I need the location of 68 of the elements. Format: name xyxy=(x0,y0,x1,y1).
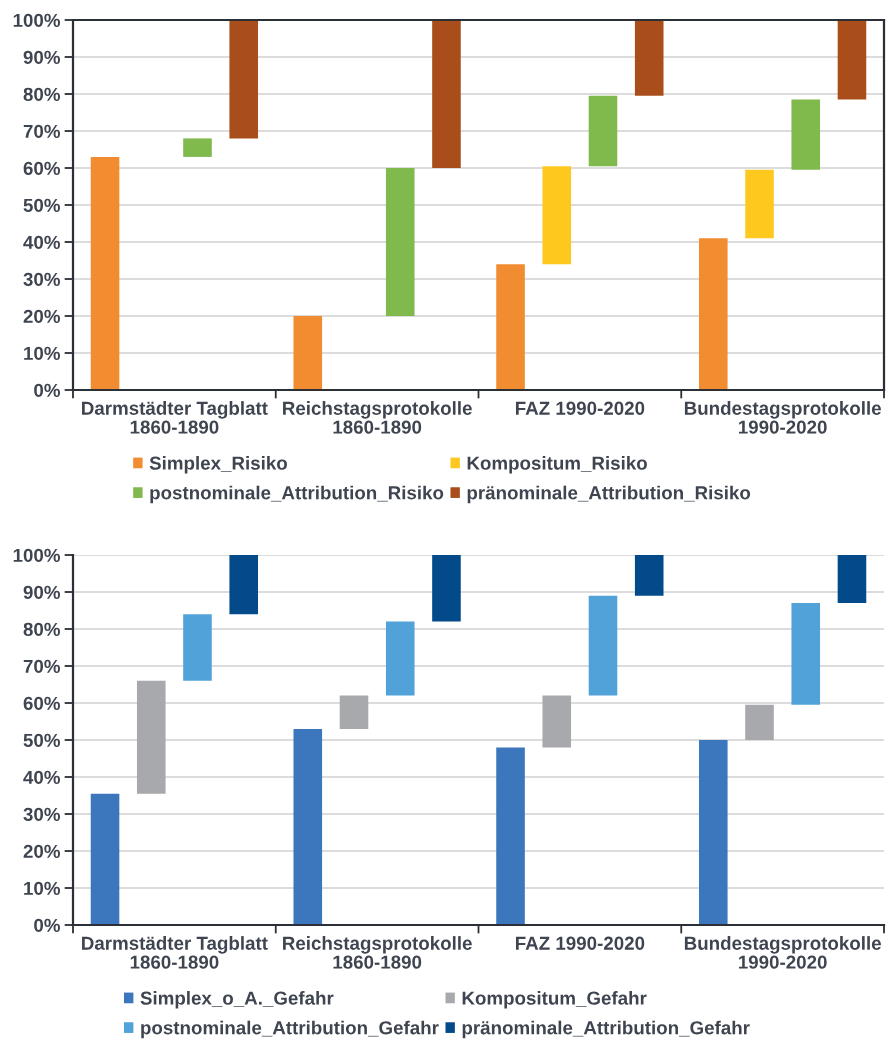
x-tick-label: Darmstädter Tagblatt 1860-1890 xyxy=(82,936,268,969)
legend-label: pränominale_Attribution_Gefahr xyxy=(462,1020,750,1039)
legend-label: Kompositum_Risiko xyxy=(467,456,647,474)
legend-label: pränominale_Attribution_Risiko xyxy=(467,485,751,504)
y-tick-label: 0% xyxy=(34,383,61,397)
x-tick-label: FAZ 1990-2020 xyxy=(515,401,645,415)
y-tick-label: 40% xyxy=(23,235,61,249)
legend-label: Simplex_o_A._Gefahr xyxy=(140,991,334,1009)
y-tick-label: 10% xyxy=(24,346,61,360)
bar xyxy=(432,555,461,622)
y-tick-label: 20% xyxy=(23,309,61,323)
bar xyxy=(385,621,415,696)
bar xyxy=(542,166,572,265)
y-tick-label: 90% xyxy=(23,50,61,64)
bar xyxy=(791,603,821,705)
y-tick-label: 60% xyxy=(23,696,61,710)
bar xyxy=(837,20,867,100)
y-tick-label: 80% xyxy=(23,622,61,636)
y-tick-label: 70% xyxy=(23,659,61,673)
y-tick-label: 50% xyxy=(23,733,61,747)
bar xyxy=(837,555,867,604)
bar xyxy=(634,555,664,596)
y-tick-label: 100% xyxy=(13,548,61,562)
bar xyxy=(432,20,461,168)
bar xyxy=(542,695,572,748)
y-tick-label: 90% xyxy=(23,585,61,599)
x-tick-label: FAZ 1990-2020 xyxy=(515,936,645,950)
bar xyxy=(698,740,728,925)
bar xyxy=(588,595,618,696)
x-tick-label: Bundestagsprotokolle 1990-2020 xyxy=(684,401,881,434)
bar xyxy=(496,747,525,925)
y-tick-label: 60% xyxy=(23,161,61,175)
y-tick-label: 20% xyxy=(23,844,61,858)
bar xyxy=(183,614,212,681)
y-tick-label: 10% xyxy=(24,881,61,895)
legend-label: Simplex_Risiko xyxy=(149,456,287,474)
y-tick-label: 30% xyxy=(23,272,61,286)
bar xyxy=(90,793,120,925)
x-tick-label: Reichstagsprotokolle 1860-1890 xyxy=(283,936,472,969)
x-tick-label: Reichstagsprotokolle 1860-1890 xyxy=(283,401,472,434)
y-tick-label: 80% xyxy=(23,87,61,101)
bar xyxy=(385,168,415,316)
y-tick-label: 70% xyxy=(23,124,61,138)
bar xyxy=(293,316,323,390)
bar xyxy=(745,704,774,740)
x-tick-label: Darmstädter Tagblatt 1860-1890 xyxy=(82,401,268,434)
y-tick-label: 0% xyxy=(34,918,61,932)
bar xyxy=(496,264,525,390)
bar xyxy=(183,138,212,157)
y-tick-label: 50% xyxy=(23,198,61,212)
bar xyxy=(588,95,618,167)
y-tick-label: 30% xyxy=(23,807,61,821)
bar xyxy=(745,169,774,239)
bar xyxy=(698,238,728,390)
bar xyxy=(90,156,120,390)
x-tick-label: Bundestagsprotokolle 1990-2020 xyxy=(684,936,881,969)
bar xyxy=(229,555,259,615)
legend-label: postnominale_Attribution_Gefahr xyxy=(141,1020,439,1039)
bar xyxy=(634,20,664,96)
y-tick-label: 40% xyxy=(23,770,61,784)
bar xyxy=(136,680,166,794)
bar xyxy=(293,728,323,925)
legend-label: postnominale_Attribution_Risiko xyxy=(150,485,444,504)
legend-label: Kompositum_Gefahr xyxy=(462,991,647,1009)
y-tick-label: 100% xyxy=(13,13,61,27)
bar xyxy=(229,20,259,139)
bar xyxy=(339,695,369,729)
bar xyxy=(791,99,821,170)
